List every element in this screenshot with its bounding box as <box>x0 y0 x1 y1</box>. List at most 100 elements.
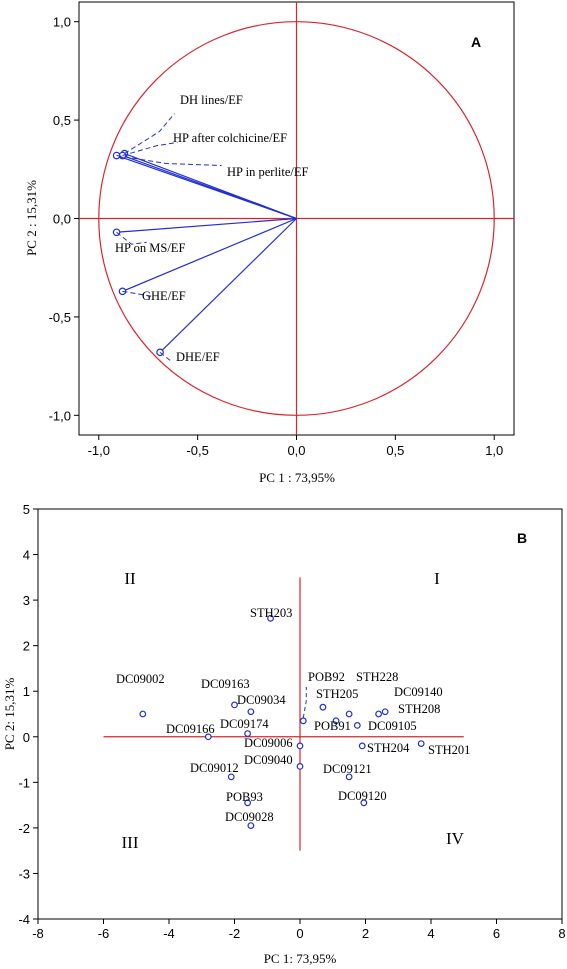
quadrant-label: III <box>122 833 139 852</box>
y-tick-label: -0,5 <box>49 310 71 325</box>
x-tick-label: -4 <box>163 926 175 941</box>
score-point <box>139 710 147 718</box>
point-label: GHE/EF <box>142 289 186 303</box>
x-tick-label: 6 <box>493 926 500 941</box>
y-tick-label: 0,0 <box>53 212 71 227</box>
score-point <box>345 710 353 718</box>
y-tick-label: -3 <box>18 866 30 881</box>
point-label: DC09140 <box>394 685 443 699</box>
score-point <box>345 773 353 781</box>
score-point <box>299 717 307 725</box>
point-label: STH204 <box>367 741 410 755</box>
point-label: POB92 <box>308 670 345 684</box>
loading-vector <box>116 154 297 220</box>
y-tick-label: -2 <box>18 821 30 836</box>
point-label: STH201 <box>428 743 470 757</box>
panel-b-letter: B <box>517 530 527 546</box>
y-tick-label: 4 <box>23 548 30 563</box>
x-tick-label: -6 <box>98 926 110 941</box>
y-tick-label: -4 <box>18 912 30 927</box>
point-label: DC09040 <box>244 753 293 767</box>
panel-a-xlabel: PC 1 : 73,95% <box>259 470 335 485</box>
point-label: HP in perlite/EF <box>227 165 309 179</box>
point-label: DC09163 <box>201 677 250 691</box>
label-leader <box>122 290 153 297</box>
point-label: DHE/EF <box>176 350 220 364</box>
quadrant-label: I <box>434 569 440 588</box>
score-point <box>227 773 235 781</box>
point-label: DC09121 <box>323 762 372 776</box>
point-label: STH228 <box>356 670 398 684</box>
x-tick-label: -8 <box>32 926 44 941</box>
point-label: DC09028 <box>225 810 274 824</box>
y-tick-label: 0,5 <box>53 113 71 128</box>
x-tick-label: 2 <box>362 926 369 941</box>
point-label: POB93 <box>226 790 263 804</box>
x-tick-label: -2 <box>229 926 241 941</box>
x-tick-label: 0,5 <box>386 443 404 458</box>
quadrant-label: II <box>124 569 136 588</box>
point-label: HP after colchicine/EF <box>173 131 287 145</box>
point-label: DC09012 <box>190 761 239 775</box>
quadrant-label: IV <box>446 829 465 848</box>
score-point <box>296 742 304 750</box>
loading-vector <box>122 217 297 292</box>
panel-a-letter: A <box>471 34 481 50</box>
score-point <box>247 708 255 716</box>
loading-vector <box>159 218 297 353</box>
x-tick-label: 8 <box>558 926 565 941</box>
score-point <box>375 710 383 718</box>
point-label: HP on MS/EF <box>115 241 185 255</box>
score-point <box>267 614 274 622</box>
point-label: STH203 <box>250 606 292 620</box>
score-point <box>332 717 340 725</box>
point-label: DC09006 <box>244 736 293 750</box>
score-point <box>381 708 389 716</box>
point-label: DC09120 <box>338 789 387 803</box>
label-leader <box>116 231 147 245</box>
y-tick-label: -1 <box>18 775 30 790</box>
score-point <box>353 721 361 729</box>
x-tick-label: 4 <box>427 926 434 941</box>
point-label: DC09105 <box>368 719 417 733</box>
score-point <box>231 701 238 709</box>
score-point <box>360 799 368 807</box>
score-point <box>358 742 366 750</box>
x-tick-label: 0 <box>296 926 303 941</box>
x-tick-label: -1,0 <box>88 443 110 458</box>
label-leader <box>159 351 171 361</box>
point-label: DH lines/EF <box>180 93 243 107</box>
score-point <box>319 703 327 711</box>
point-label: DC09174 <box>220 717 269 731</box>
x-tick-label: 1,0 <box>485 443 503 458</box>
panel-b-xlabel: PC 1: 73,95% <box>264 951 337 966</box>
panel-a-ylabel: PC 2 : 15,31% <box>24 180 39 256</box>
y-tick-label: 2 <box>23 639 30 654</box>
point-label: POB91 <box>314 719 351 733</box>
y-tick-label: -1,0 <box>49 408 71 423</box>
y-tick-label: 1 <box>23 684 30 699</box>
score-point <box>247 822 255 830</box>
panel-a-plot: -1,0 -0,5 0,0 0,5 1,0 1,0 0,5 0,0 -0,5 -1,0 DH lin… <box>49 2 514 458</box>
point-label: STH205 <box>316 687 358 701</box>
loading-vector <box>116 217 297 233</box>
y-tick-label: 5 <box>23 502 30 517</box>
score-point <box>417 740 425 748</box>
score-point <box>244 799 252 807</box>
point-label: DC09166 <box>166 722 215 736</box>
score-point <box>296 762 304 770</box>
y-tick-label: 0 <box>23 730 30 745</box>
score-point <box>244 730 252 737</box>
point-label: DC09034 <box>237 693 286 707</box>
y-tick-label: 3 <box>23 593 30 608</box>
y-tick-label: 1,0 <box>53 15 71 30</box>
label-leader <box>124 113 175 154</box>
label-leader <box>116 155 222 167</box>
score-point <box>204 733 212 741</box>
label-leader <box>302 686 307 718</box>
panel-b-ylabel: PC 2: 15,31% <box>2 678 17 751</box>
x-tick-label: -0,5 <box>186 443 208 458</box>
label-leader <box>122 142 178 156</box>
